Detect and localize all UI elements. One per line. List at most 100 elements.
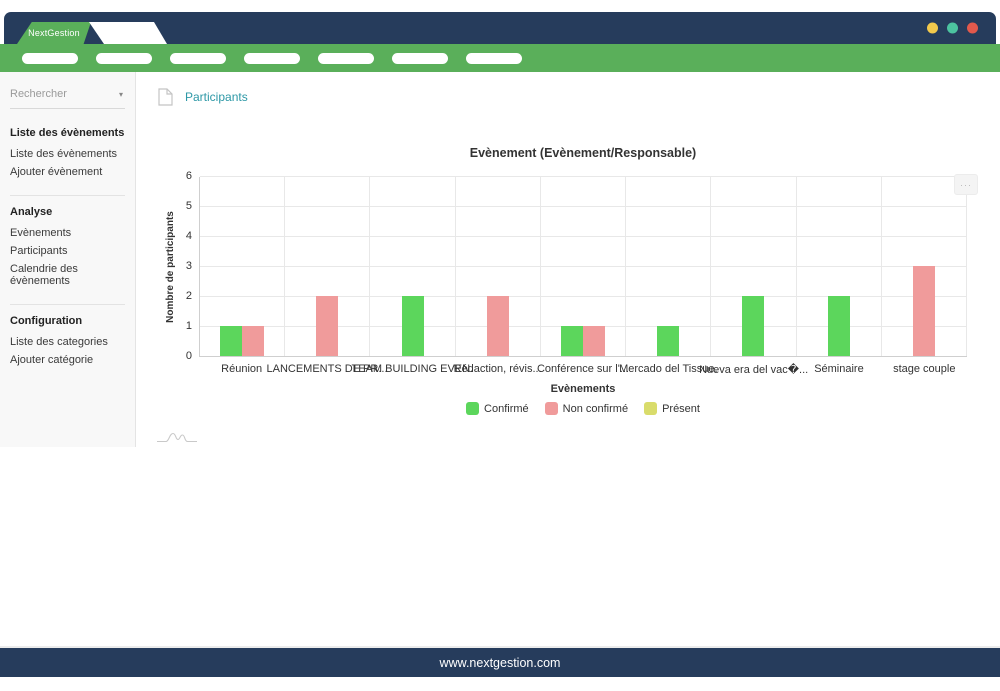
- chart-legend: Confirmé Non confirmé Présent: [199, 402, 967, 415]
- sidebar-section-1: Liste des évènements Liste des évènements…: [10, 117, 125, 181]
- sidebar-item-liste-des-v-nements[interactable]: Liste des évènements: [10, 148, 118, 160]
- sidebar-heading: Analyse: [10, 206, 53, 218]
- gridline-y-2: [200, 296, 967, 297]
- x-label: Rédaction, révis...: [453, 363, 542, 375]
- sparkline-icon[interactable]: [156, 429, 198, 444]
- y-tick-label: 3: [185, 260, 192, 272]
- legend-swatch-icon: [544, 402, 558, 415]
- x-label: Nueva era del vac�...: [699, 364, 809, 376]
- chevron-down-icon: ▾: [118, 89, 123, 99]
- legend-label: Confirmé: [484, 402, 529, 415]
- x-axis-labels: Réunion LANCEMENTS DE PR... TEAM BUILDING …: [199, 363, 967, 376]
- bar-confirm-[interactable]: [401, 296, 424, 356]
- category-cell-3: [370, 177, 456, 356]
- sidebar-item-liste-des-categories[interactable]: Liste des categories: [10, 336, 108, 348]
- bar-chart: Evènement (Evènement/Responsable) Nombre…: [165, 146, 978, 415]
- sidebar-section-3: Configuration Liste des categories Ajouter…: [10, 304, 125, 369]
- legend-item-confirm-[interactable]: Confirmé: [466, 402, 529, 415]
- legend-item-pr-sent[interactable]: Présent: [644, 402, 700, 415]
- sidebar-item-ajouter-cat-gorie[interactable]: Ajouter catégorie: [10, 354, 94, 366]
- brand-tab[interactable]: NextGestion: [17, 22, 91, 44]
- sidebar: Rechercher ▾ Liste des évènements Liste d…: [0, 72, 136, 447]
- x-label-cell-3: TEAM BUILDING EVEN.: [352, 363, 474, 376]
- nav-pill-4[interactable]: [244, 52, 300, 64]
- content-area: Rechercher ▾ Liste des évènements Liste d…: [0, 72, 1000, 449]
- bar-confirm-[interactable]: [560, 326, 583, 356]
- minimize-button[interactable]: [927, 22, 938, 34]
- bar-confirm-[interactable]: [220, 326, 243, 356]
- x-label-cell-7: Nueva era del vac�...: [699, 363, 808, 376]
- sidebar-section-2: Analyse Evènements Participants Calendrie d…: [10, 195, 125, 290]
- y-tick-label: 2: [185, 290, 192, 302]
- footer-bar: www.nextgestion.com: [0, 648, 1000, 677]
- sidebar-item-ajouter-v-nement[interactable]: Ajouter évènement: [10, 166, 103, 178]
- category-cell-8: [797, 177, 882, 356]
- legend-label: Présent: [662, 402, 700, 415]
- x-axis-title: Evènements: [550, 383, 616, 395]
- category-cell-1: [200, 177, 286, 356]
- bar-non-confirm-[interactable]: [582, 326, 605, 356]
- sidebar-item-participants[interactable]: Participants: [10, 245, 68, 257]
- search-select[interactable]: Rechercher ▾: [10, 86, 125, 109]
- x-label: Conférence sur l'...: [536, 363, 629, 375]
- gridline-y-6: [200, 176, 967, 177]
- y-tick-label: 1: [185, 320, 192, 332]
- legend-item-non-confirm-[interactable]: Non confirmé: [544, 402, 629, 415]
- page-header: Participants: [158, 88, 1000, 106]
- y-tick-label: 4: [185, 230, 192, 242]
- sidebar-item-calendrie-des-v-nements[interactable]: Calendrie des évènements: [10, 263, 78, 287]
- footer-url[interactable]: www.nextgestion.com: [439, 655, 561, 670]
- x-label: TEAM BUILDING EVEN.: [351, 363, 474, 375]
- y-tick-label: 0: [185, 350, 192, 362]
- chart-menu-icon[interactable]: ···: [954, 174, 978, 195]
- secondary-tab[interactable]: [89, 22, 167, 44]
- bar-non-confirm-[interactable]: [316, 296, 339, 356]
- gridline-y-4: [200, 236, 967, 237]
- y-tick-label: 6: [185, 170, 192, 182]
- maximize-button[interactable]: [947, 22, 958, 34]
- chart-title: Evènement (Evènement/Responsable): [469, 146, 697, 160]
- nav-pill-7[interactable]: [466, 52, 522, 64]
- document-icon: [158, 88, 173, 106]
- window-titlebar: NextGestion: [4, 12, 996, 44]
- bar-non-confirm-[interactable]: [242, 326, 265, 356]
- category-cell-6: [626, 177, 712, 356]
- y-axis-title: Nombre de participants: [165, 211, 176, 323]
- y-tick-label: 5: [185, 200, 192, 212]
- page-title: Participants: [185, 90, 248, 104]
- x-label: LANCEMENTS DE PR...: [266, 363, 388, 375]
- window-controls: [927, 22, 978, 34]
- bar-non-confirm-[interactable]: [912, 266, 935, 356]
- x-label-cell-6: Mercado del Tissue.: [619, 363, 717, 376]
- search-placeholder: Rechercher: [10, 88, 67, 100]
- x-label-cell-5: Conférence sur l'...: [537, 363, 629, 376]
- category-cell-2: [285, 177, 371, 356]
- bar-confirm-[interactable]: [827, 296, 850, 356]
- legend-label: Non confirmé: [562, 402, 629, 415]
- nav-pill-6[interactable]: [392, 52, 448, 64]
- bar-confirm-[interactable]: [742, 296, 765, 356]
- x-label: Mercado del Tissue.: [619, 363, 718, 375]
- bar-confirm-[interactable]: [657, 326, 680, 356]
- chart-plot-area: Nombre de participants ··· 0 1 2 3 4 5 6: [165, 170, 978, 362]
- gridline-y-5: [200, 206, 967, 207]
- category-cell-9: [882, 177, 967, 356]
- close-button[interactable]: [967, 22, 978, 34]
- nav-pill-2[interactable]: [96, 52, 152, 64]
- legend-swatch-icon: [644, 402, 658, 415]
- main-navbar: [0, 44, 1000, 72]
- nav-pill-3[interactable]: [170, 52, 226, 64]
- brand-logo: NextGestion: [28, 28, 80, 38]
- x-label: stage couple: [893, 363, 956, 375]
- gridline-y-3: [200, 266, 967, 267]
- x-label: Réunion: [221, 363, 263, 375]
- category-cell-5: [541, 177, 627, 356]
- x-label-cell-2: LANCEMENTS DE PR...: [266, 363, 387, 376]
- x-label-cell-1: Réunion: [199, 363, 284, 376]
- legend-swatch-icon: [466, 402, 480, 415]
- sidebar-item-ev-nements[interactable]: Evènements: [10, 227, 72, 239]
- x-label-cell-8: Séminaire: [796, 363, 881, 376]
- nav-pill-5[interactable]: [318, 52, 374, 64]
- bar-non-confirm-[interactable]: [486, 296, 509, 356]
- nav-pill-1[interactable]: [22, 52, 78, 64]
